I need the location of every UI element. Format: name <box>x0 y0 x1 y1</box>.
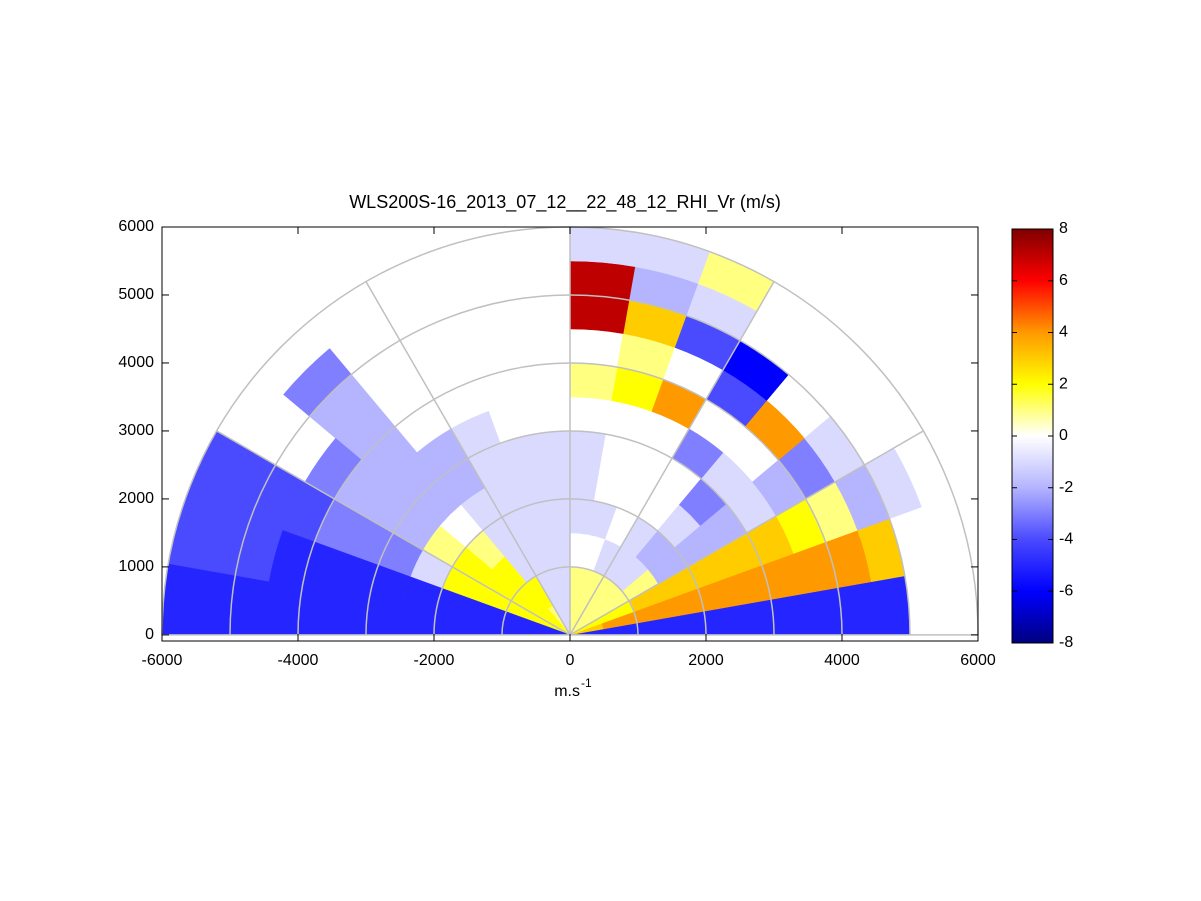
colorbar-tick-label: -2 <box>1059 479 1073 496</box>
x-tick-label: 6000 <box>960 652 996 669</box>
cell <box>263 581 303 636</box>
cell <box>297 587 336 636</box>
cell <box>569 260 636 301</box>
y-tick-label: 6000 <box>118 218 154 235</box>
y-tick-label: 3000 <box>118 422 154 439</box>
cell <box>804 587 843 636</box>
cell <box>161 563 202 636</box>
x-tick-label: -4000 <box>278 652 319 669</box>
cell <box>365 599 403 636</box>
y-tick-label: 1000 <box>118 558 154 575</box>
colorbar-tick-label: 8 <box>1059 220 1068 237</box>
colorbar-tick-label: 2 <box>1059 375 1068 392</box>
colorbar-tick-label: -6 <box>1059 582 1073 599</box>
polar-grid <box>161 226 979 636</box>
chart-title: WLS200S-16_2013_07_12__22_48_12_RHI_Vr (… <box>349 192 781 213</box>
spoke <box>569 281 775 636</box>
colorbar-tick-label: 6 <box>1059 272 1068 289</box>
y-tick-label: 2000 <box>118 490 154 507</box>
x-tick-label: 0 <box>566 652 575 669</box>
colorbar-tick-label: -8 <box>1059 634 1073 651</box>
cell <box>737 599 775 636</box>
y-tick-label: 0 <box>145 626 154 643</box>
cell <box>837 581 877 636</box>
cell <box>534 430 571 468</box>
colorbar-tick-label: -4 <box>1059 531 1073 548</box>
x-tick-label: 4000 <box>824 652 860 669</box>
cell <box>195 569 236 636</box>
cell <box>770 593 809 636</box>
y-tick-label: 4000 <box>118 354 154 371</box>
spoke <box>365 281 571 636</box>
y-tick-label: 5000 <box>118 286 154 303</box>
x-tick-label: -2000 <box>414 652 455 669</box>
cell <box>569 226 642 267</box>
cell <box>569 430 606 468</box>
cell <box>871 575 911 636</box>
cell <box>331 593 370 636</box>
spoke <box>569 430 924 636</box>
colorbar <box>1011 228 1054 644</box>
x-axis-label: m.s <box>554 683 580 700</box>
cell <box>229 575 269 636</box>
cell <box>569 362 618 401</box>
x-tick-label: 2000 <box>688 652 724 669</box>
x-tick-label: -6000 <box>142 652 183 669</box>
cell <box>569 294 630 334</box>
x-axis-label-superscript: -1 <box>581 676 592 690</box>
colorbar-tick-label: 0 <box>1059 427 1068 444</box>
colorbar-tick-label: 4 <box>1059 324 1068 341</box>
axes: -6000 -4000 -2000 0 2000 4000 6000 0 1000 2000 300… <box>118 218 1073 669</box>
spoke <box>216 430 571 636</box>
